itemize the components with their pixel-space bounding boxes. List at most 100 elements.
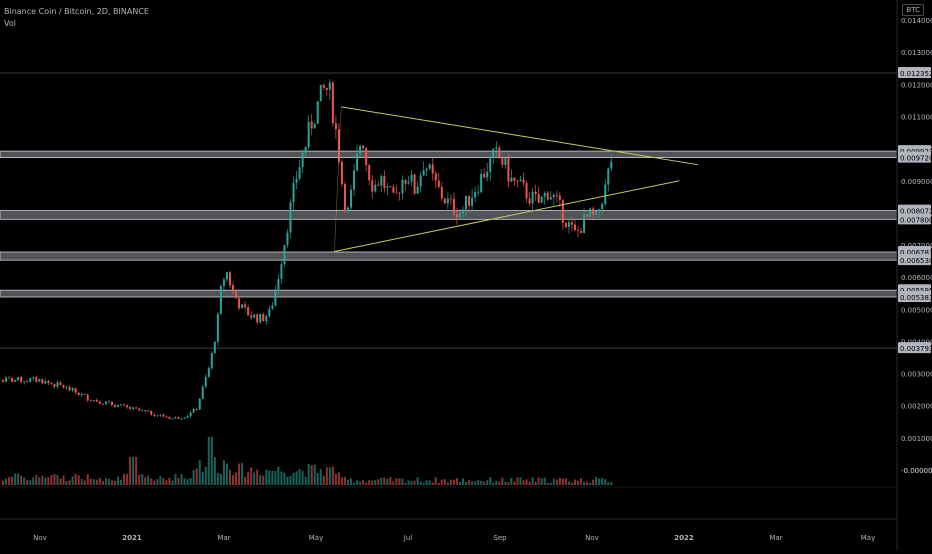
volume-bar	[489, 477, 492, 485]
candle-body	[350, 189, 353, 208]
volume-bar	[383, 477, 386, 485]
candle-body	[486, 171, 489, 178]
volume-bar	[507, 481, 510, 485]
candle-body	[165, 416, 168, 418]
price-zone	[0, 289, 898, 298]
volume-bar	[425, 480, 428, 485]
candle-body	[138, 408, 141, 411]
volume-bar	[462, 478, 465, 485]
candle-body	[104, 401, 107, 405]
candle-body	[250, 315, 253, 318]
volume-bar	[135, 457, 138, 485]
volume-bar	[401, 478, 404, 485]
candle-body	[607, 168, 610, 185]
volume-bar	[35, 474, 38, 485]
volume-bar	[298, 468, 301, 485]
volume-bar	[29, 480, 32, 485]
price-labels: 0.0123520.0099230.0097200.0080720.007800…	[898, 67, 932, 475]
candle-body	[132, 407, 135, 409]
volume-bar	[422, 482, 425, 485]
volume-bar	[38, 477, 41, 485]
candle-body	[598, 209, 601, 211]
candle-body	[573, 224, 576, 231]
volume-bar	[371, 480, 374, 485]
candle-body	[480, 173, 483, 192]
volume-bar	[174, 473, 177, 485]
volume-bar	[583, 482, 586, 485]
candle-body	[26, 381, 29, 383]
candle-body	[225, 272, 228, 280]
x-tick-label: May	[861, 534, 875, 542]
candle-body	[353, 170, 356, 190]
volume-bar	[319, 469, 322, 485]
volume-bar	[171, 480, 174, 485]
candles	[2, 79, 613, 421]
candle-body	[340, 161, 343, 185]
volume-bar	[65, 480, 68, 485]
volume-bar	[595, 477, 598, 485]
candle-body	[129, 407, 132, 409]
candle-body	[380, 176, 383, 186]
volume-bar	[477, 479, 480, 485]
volume-bar	[265, 469, 268, 485]
candle-body	[570, 222, 573, 225]
candle-body	[159, 414, 162, 416]
candle-body	[283, 244, 286, 265]
candle-body	[483, 173, 486, 178]
candle-body	[38, 379, 41, 382]
x-tick-label: Nov	[33, 534, 47, 542]
candle-body	[41, 379, 44, 384]
support-resistance-zones	[0, 72, 898, 349]
candle-body	[298, 167, 301, 179]
candle-body	[147, 410, 150, 412]
volume-bar	[519, 477, 522, 485]
volume-bar	[59, 478, 62, 485]
candle-body	[35, 377, 38, 382]
volume-bar	[71, 476, 74, 485]
price-label-box	[898, 213, 931, 225]
volume-bar	[395, 478, 398, 485]
volume-bar	[468, 480, 471, 485]
volume-bar	[201, 471, 204, 485]
candle-body	[440, 186, 443, 199]
candle-body	[310, 121, 313, 129]
volume-bar	[452, 479, 455, 485]
candle-body	[434, 173, 437, 181]
candle-body	[365, 148, 368, 166]
candle-body	[241, 304, 244, 309]
volume-indicator-label[interactable]: Vol	[4, 19, 16, 28]
volume-bar	[443, 479, 446, 485]
volume-bar	[271, 470, 274, 485]
volume-bar	[313, 464, 316, 485]
volume-bar	[458, 481, 461, 485]
volume-bar	[365, 482, 368, 485]
volume-bar	[213, 456, 216, 485]
price-label-text: 0.005383	[900, 294, 932, 302]
candle-body	[383, 176, 386, 188]
volume-bar	[86, 474, 89, 485]
volume-bar	[455, 478, 458, 485]
volume-bar	[407, 480, 410, 485]
volume-bar	[150, 478, 153, 485]
volume-bar	[83, 480, 86, 485]
volume-bar	[165, 480, 168, 485]
volume-bar	[428, 480, 431, 485]
volume-bar	[592, 479, 595, 485]
volume-bar	[5, 478, 8, 485]
volume-bar	[41, 475, 44, 485]
candle-body	[177, 417, 180, 419]
volume-bar	[56, 475, 59, 485]
candle-body	[265, 316, 268, 322]
candle-body	[513, 177, 516, 181]
currency-badge[interactable]: BTC	[902, 4, 924, 16]
symbol-title[interactable]: Binance Coin / Bitcoin, 2D, BINANCE	[4, 7, 149, 16]
volume-bar	[232, 474, 235, 485]
candle-body	[489, 157, 492, 172]
volume-bar	[322, 475, 325, 485]
candle-body	[528, 198, 531, 204]
candle-body	[123, 404, 126, 406]
volume-bar	[14, 473, 17, 485]
volume-bar	[238, 463, 241, 485]
